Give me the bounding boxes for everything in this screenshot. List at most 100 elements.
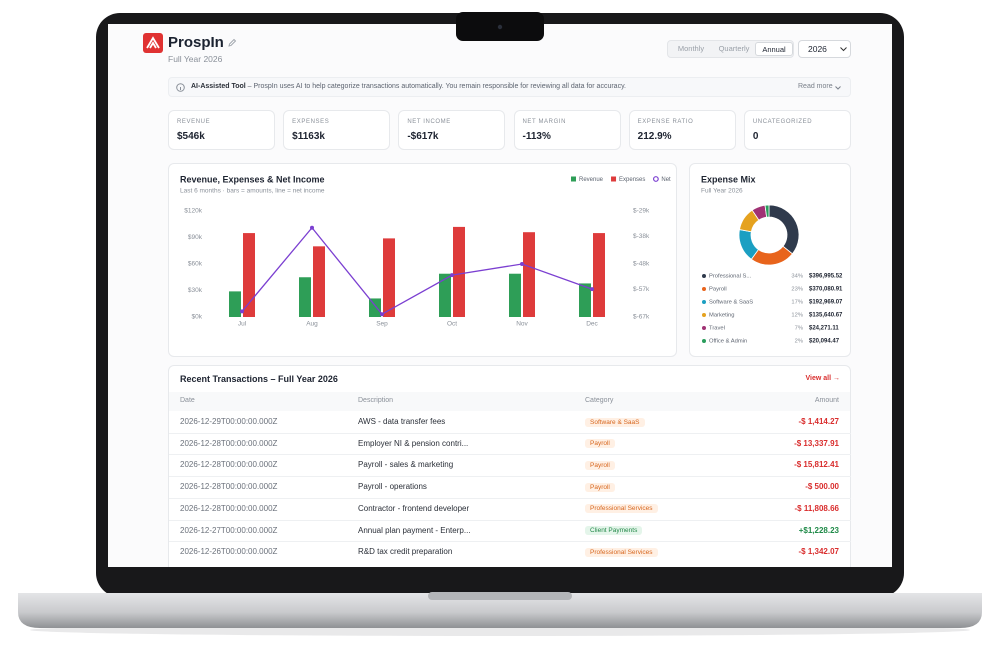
y-tick-label: $90k (188, 234, 203, 241)
amount-cell: -$ 1,414.27 (798, 417, 839, 426)
chart-title: Revenue, Expenses & Net Income (180, 174, 325, 184)
kpi-card: EXPENSES $1163k (283, 110, 391, 150)
category-cell: Professional Services (585, 503, 658, 514)
view-all-link[interactable]: View all → (805, 375, 841, 382)
expense-mix-card (689, 163, 851, 357)
description-cell: Contractor - frontend developer (358, 503, 470, 513)
date-cell: 2026-12-26T00:00:00.000Z (180, 547, 278, 557)
net-line (241, 226, 593, 316)
legend-dot (702, 274, 706, 278)
amount-cell: -$ 11,808.66 (794, 503, 839, 513)
kpi-card: REVENUE $546k (168, 110, 276, 150)
chart-subtitle: Full Year 2026 (701, 188, 743, 195)
year-value: 2026 (808, 44, 827, 54)
year-select[interactable]: 2026 (798, 40, 851, 58)
y2-tick-label: $-38k (633, 233, 650, 240)
read-more[interactable]: Read more (798, 83, 833, 90)
bar (243, 233, 255, 317)
net-point (240, 309, 244, 314)
description-cell: R&D tax credit preparation (358, 547, 453, 557)
donut-slice (764, 204, 770, 218)
amount-cell: -$ 13,337.91 (794, 438, 839, 448)
column-header: Amount (814, 397, 839, 404)
kpi-value: -113% (522, 131, 551, 142)
kpi-card: UNCATEGORIZED 0 (743, 110, 851, 150)
y2-tick-label: $-67k (633, 314, 650, 321)
row-divider (169, 432, 851, 434)
camera (497, 24, 503, 30)
value-label: 34% (791, 274, 803, 280)
base-notch (428, 592, 572, 600)
period-tab[interactable]: Quarterly (718, 44, 750, 53)
description-cell: Payroll - operations (358, 482, 427, 492)
legend-label: Travel (709, 326, 725, 332)
chart-title: Expense Mix (701, 174, 756, 184)
y-tick-label: $60k (188, 261, 203, 268)
category-badge: Professional Services (585, 547, 658, 557)
select-caret (840, 47, 847, 52)
legend-swatch (571, 176, 576, 182)
legend-label: Software & SaaS (709, 300, 753, 306)
y2-tick-label: $-57k (633, 286, 650, 293)
bar (509, 273, 521, 317)
edit-icon[interactable] (227, 38, 237, 48)
x-tick-label: Nov (516, 321, 528, 328)
kpi-label: NET MARGIN (522, 119, 567, 125)
bar (299, 277, 311, 317)
legend-swatch (652, 176, 659, 182)
category-cell: Software & SaaS (585, 417, 645, 427)
amount-label: $20,094.47 (809, 339, 840, 345)
x-tick-label: Sep (376, 321, 388, 328)
legend-label: Payroll (709, 287, 727, 293)
kpi-value: 212.9% (637, 131, 672, 142)
description-cell: Payroll - sales & marketing (358, 460, 454, 470)
laptop-base (18, 593, 982, 628)
transactions-title: Recent Transactions – Full Year 2026 (180, 374, 338, 384)
row-divider (169, 541, 851, 543)
x-tick-label: Jul (238, 321, 247, 328)
bar (383, 238, 395, 317)
legend-label: Revenue (579, 177, 604, 183)
brand: ProspIn (168, 34, 224, 51)
period-tab[interactable]: Monthly (677, 44, 705, 53)
column-header: Description (358, 397, 394, 404)
bar (313, 246, 325, 317)
category-cell: Professional Services (585, 547, 658, 557)
x-tick-label: Oct (447, 321, 457, 328)
kpi-label: UNCATEGORIZED (752, 119, 813, 125)
bar (229, 291, 241, 317)
net-point (590, 287, 594, 292)
amount-label: $192,969.07 (809, 300, 843, 306)
legend-label: Professional S... (709, 274, 752, 280)
row-divider (169, 497, 851, 499)
category-cell: Payroll (585, 438, 615, 449)
donut-slice (768, 204, 800, 255)
kpi-value: $546k (177, 131, 205, 142)
period-tab[interactable]: Annual (755, 42, 793, 56)
logo (143, 33, 163, 53)
notice-body: – ProspIn uses AI to help categorize tra… (245, 83, 626, 90)
kpi-value: $1163k (292, 131, 325, 142)
amount-label: $370,080.91 (809, 287, 843, 293)
amount-label: $396,995.52 (809, 274, 843, 280)
kpi-value: -$617k (407, 131, 439, 142)
kpi-value: 0 (752, 131, 759, 142)
value-label: 2% (795, 339, 803, 345)
notice-text: AI-Assisted Tool – ProspIn uses AI to he… (191, 83, 626, 90)
date-cell: 2026-12-29T00:00:00.000Z (180, 417, 278, 426)
kpi-label: REVENUE (177, 119, 211, 125)
amount-cell: +$1,228.23 (798, 525, 839, 535)
amount-label: $24,271.11 (809, 326, 839, 332)
kpi-card: NET MARGIN -113% (513, 110, 621, 150)
y-tick-label: $0k (192, 314, 203, 321)
category-cell: Payroll (585, 482, 615, 492)
legend-label: Office & Admin (709, 339, 747, 345)
y2-tick-label: $-48k (633, 261, 650, 268)
description-cell: Annual plan payment - Enterp... (358, 525, 471, 535)
column-header: Date (180, 397, 195, 404)
date-cell: 2026-12-28T00:00:00.000Z (180, 503, 278, 513)
amount-label: $135,640.67 (809, 313, 843, 319)
chart-subtitle: Last 6 months · bars = amounts, line = n… (180, 188, 325, 195)
value-label: 23% (791, 287, 803, 293)
